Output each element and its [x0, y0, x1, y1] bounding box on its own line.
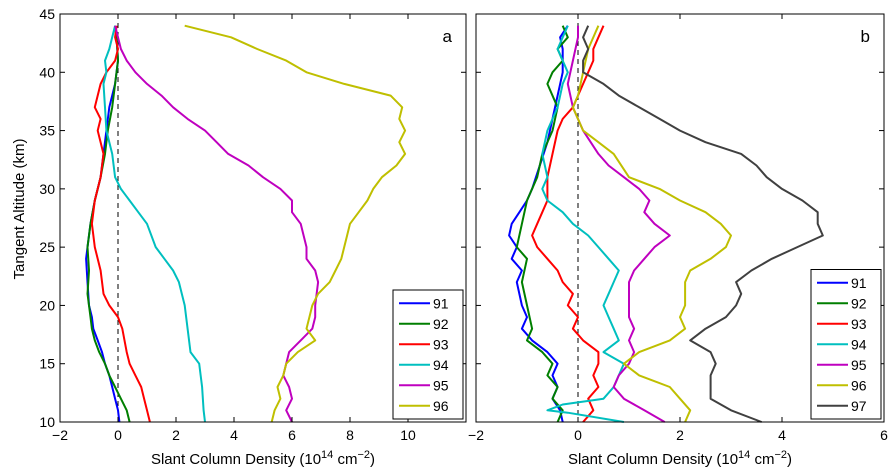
x-axis-label-superscript: 14	[321, 449, 333, 461]
x-axis-label-part: Slant Column Density (10	[151, 451, 321, 468]
legend-entry-label: 93	[433, 336, 449, 352]
x-tick-label: 2	[676, 427, 684, 443]
y-tick-label: 10	[39, 414, 55, 430]
x-axis-label-part: cm	[750, 451, 774, 468]
x-axis-label-part: )	[787, 451, 792, 468]
x-axis-label: Slant Column Density (1014 cm−2)	[151, 449, 375, 468]
x-tick-label: 4	[230, 427, 238, 443]
y-axis-label: Tangent Altitude (km)	[11, 139, 28, 280]
x-axis-label-superscript: −2	[774, 449, 787, 461]
x-tick-label: 0	[574, 427, 582, 443]
x-axis-label-part: )	[370, 451, 375, 468]
x-tick-label: −2	[52, 427, 68, 443]
legend: 91 92 93 94 95 96 97	[810, 269, 882, 420]
legend-entry-label: 92	[433, 316, 449, 332]
series-line-92	[515, 25, 569, 423]
x-axis-label: Slant Column Density (1014 cm−2)	[568, 449, 792, 468]
plot-frame	[59, 13, 467, 423]
x-tick-label: 8	[346, 427, 354, 443]
series-line-95	[114, 25, 320, 423]
x-tick-label: 2	[172, 427, 180, 443]
y-tick-label: 30	[39, 181, 55, 197]
series-line-91	[508, 25, 569, 423]
series-line-93	[531, 25, 605, 423]
legend: 91 92 93 94 95 96	[392, 289, 464, 420]
x-axis-label-part: Slant Column Density (10	[568, 451, 738, 468]
legend-entry-label: 97	[851, 398, 867, 414]
y-tick-label: 35	[39, 123, 55, 139]
y-tick-label: 20	[39, 297, 55, 313]
panel-label: a	[443, 27, 453, 46]
x-axis-label-part: cm	[333, 451, 357, 468]
x-tick-label: −2	[468, 427, 484, 443]
series-line-94	[102, 25, 206, 423]
legend-entry-label: 94	[851, 336, 867, 352]
legend-entry-label: 91	[433, 295, 449, 311]
x-axis-label-superscript: 14	[738, 449, 750, 461]
series-line-93	[90, 25, 151, 423]
x-tick-label: 10	[400, 427, 416, 443]
series-line-96	[184, 24, 407, 423]
y-tick-label: 25	[39, 239, 55, 255]
x-tick-label: 4	[778, 427, 786, 443]
legend-entry-label: 91	[851, 275, 867, 291]
chart-panel-a: −2 0 2 4 6 8 10 10 15 20 25 30 35 40 45 Slant Column De…	[39, 6, 467, 468]
x-axis-label-superscript: −2	[357, 449, 370, 461]
legend-entry-label: 96	[851, 377, 867, 393]
legend-entry-label: 95	[851, 357, 867, 373]
legend-entry-label: 94	[433, 357, 449, 373]
panel-label: b	[861, 27, 870, 46]
legend-entry-label: 92	[851, 295, 867, 311]
series-line-96	[571, 25, 732, 423]
x-tick-label: 6	[880, 427, 888, 443]
legend-entry-label: 96	[433, 398, 449, 414]
legend-entry-label: 95	[433, 377, 449, 393]
y-tick-label: 40	[39, 64, 55, 80]
x-tick-label: 0	[114, 427, 122, 443]
series-line-92	[86, 25, 131, 423]
legend-box	[392, 289, 464, 420]
y-tick-label: 45	[39, 6, 55, 22]
legend-entry-label: 93	[851, 316, 867, 332]
y-tick-label: 15	[39, 356, 55, 372]
x-tick-label: 6	[288, 427, 296, 443]
series-line-97	[582, 25, 824, 423]
